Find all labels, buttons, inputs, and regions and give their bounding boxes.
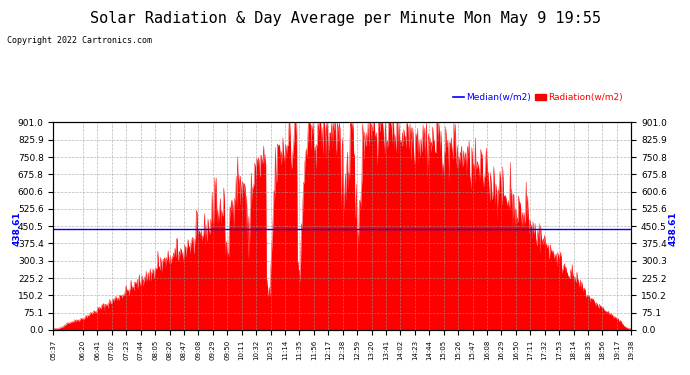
Text: Copyright 2022 Cartronics.com: Copyright 2022 Cartronics.com bbox=[7, 36, 152, 45]
Text: 438.61: 438.61 bbox=[669, 211, 678, 246]
Text: 438.61: 438.61 bbox=[12, 211, 21, 246]
Text: Solar Radiation & Day Average per Minute Mon May 9 19:55: Solar Radiation & Day Average per Minute… bbox=[90, 11, 600, 26]
Legend: Median(w/m2), Radiation(w/m2): Median(w/m2), Radiation(w/m2) bbox=[449, 90, 627, 106]
